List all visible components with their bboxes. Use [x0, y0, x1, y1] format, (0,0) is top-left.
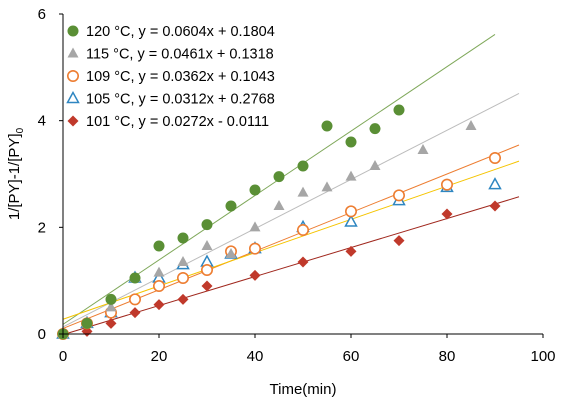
x-tick-label: 100 — [530, 348, 555, 365]
data-point — [153, 299, 165, 311]
data-point — [129, 307, 141, 319]
data-point — [321, 120, 333, 132]
legend-label: 120 °C, y = 0.0604x + 0.1804 — [86, 24, 275, 40]
series-5-points — [57, 200, 501, 340]
data-point — [177, 256, 189, 266]
data-point — [201, 219, 213, 231]
x-tick-label: 0 — [59, 348, 67, 365]
markers — [56, 104, 502, 340]
data-point — [105, 301, 117, 312]
data-point — [489, 200, 501, 212]
data-point — [297, 256, 309, 268]
trendline-series-2 — [62, 92, 520, 328]
y-axis-title: 1/[PY]-1/[PY]0 — [6, 127, 26, 220]
data-point — [153, 240, 165, 252]
x-axis-title: Time(min) — [270, 381, 337, 398]
data-point — [297, 186, 309, 197]
data-point — [177, 293, 189, 305]
legend-label: 109 °C, y = 0.0362x + 0.1043 — [86, 69, 275, 85]
legend-item-1: 120 °C, y = 0.0604x + 0.1804 — [67, 24, 275, 40]
data-point — [153, 279, 166, 292]
x-tick-label: 20 — [151, 348, 168, 365]
legend-label: 101 °C, y = 0.0272x - 0.0111 — [86, 114, 269, 130]
data-point — [225, 248, 237, 258]
data-point — [201, 240, 213, 250]
legend-item-3: 109 °C, y = 0.0362x + 0.1043 — [67, 69, 275, 85]
data-point — [488, 152, 501, 165]
y-tick-label: 2 — [38, 219, 46, 236]
data-point — [393, 235, 405, 247]
data-point — [273, 200, 285, 210]
data-point — [201, 280, 213, 292]
legend-label: 105 °C, y = 0.0312x + 0.2768 — [86, 92, 275, 108]
series-2-points — [57, 120, 477, 338]
x-tick-label: 40 — [247, 348, 264, 365]
data-point — [392, 189, 405, 202]
data-point — [488, 177, 502, 190]
plot-area — [56, 14, 543, 340]
legend-marker — [66, 90, 80, 104]
x-axis-ticks: 0 20 40 60 80 100 — [59, 334, 556, 365]
data-point — [344, 205, 357, 218]
data-point — [249, 242, 262, 255]
data-point — [81, 317, 93, 329]
data-point — [153, 266, 165, 277]
y-tick-label: 6 — [38, 6, 46, 23]
data-point — [393, 104, 405, 116]
legend-marker — [67, 47, 79, 58]
x-tick-label: 80 — [439, 348, 456, 365]
y-axis-title-main: 1/[PY]-1/[PY] — [6, 133, 23, 220]
data-point — [249, 221, 261, 232]
legend-item-5: 101 °C, y = 0.0272x - 0.0111 — [67, 114, 269, 130]
y-axis-title-subscript: 0 — [15, 127, 26, 133]
data-point — [273, 171, 285, 183]
data-point — [177, 271, 190, 284]
series-1-points — [57, 104, 405, 340]
legend-label: 115 °C, y = 0.0461x + 0.1318 — [86, 47, 274, 63]
data-point — [369, 160, 381, 170]
data-point — [344, 214, 358, 227]
data-point — [249, 184, 261, 196]
data-point — [345, 245, 357, 257]
legend-item-2: 115 °C, y = 0.0461x + 0.1318 — [67, 47, 274, 63]
data-point — [345, 170, 357, 181]
data-point — [440, 178, 453, 191]
legend-marker — [67, 115, 79, 127]
x-tick-label: 60 — [343, 348, 360, 365]
data-point — [417, 144, 429, 154]
data-point — [105, 293, 117, 305]
data-point — [465, 120, 477, 130]
y-tick-label: 4 — [38, 113, 46, 130]
data-point — [105, 317, 117, 329]
data-point — [225, 200, 237, 212]
data-point — [345, 136, 357, 148]
data-point — [321, 181, 333, 192]
data-point — [249, 269, 261, 281]
data-point — [177, 232, 189, 244]
legend-marker — [67, 25, 79, 37]
data-point — [441, 208, 453, 220]
data-point — [296, 224, 309, 237]
data-point — [201, 263, 214, 276]
data-point — [369, 123, 381, 135]
data-point — [129, 272, 141, 284]
data-point — [297, 160, 309, 172]
legend: 120 °C, y = 0.0604x + 0.1804 115 °C, y = … — [66, 24, 275, 130]
y-axis-ticks: 0 2 4 6 — [38, 6, 63, 343]
series-3-points — [56, 152, 501, 340]
legend-item-4: 105 °C, y = 0.0312x + 0.2768 — [66, 90, 275, 108]
legend-marker — [67, 70, 80, 83]
y-tick-label: 0 — [38, 326, 46, 343]
data-point — [129, 293, 142, 306]
